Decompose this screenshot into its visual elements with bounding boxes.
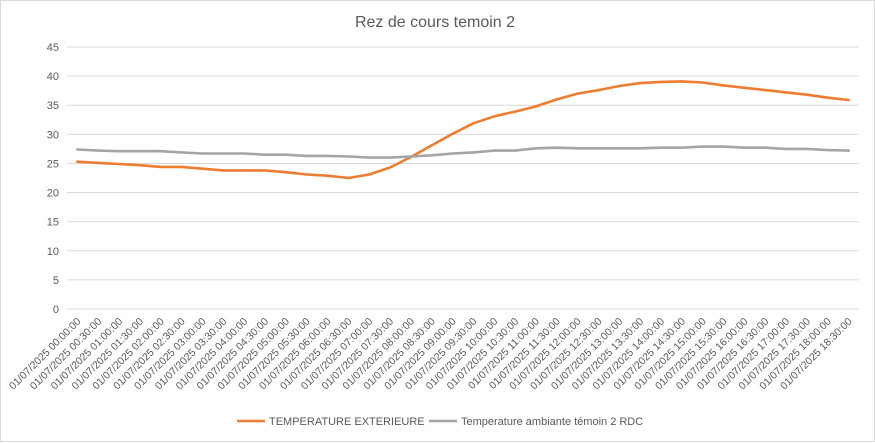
y-tick-label: 45 bbox=[47, 42, 59, 54]
data-point bbox=[159, 165, 162, 169]
data-point bbox=[138, 163, 142, 167]
data-point bbox=[263, 169, 267, 172]
data-point bbox=[805, 93, 809, 96]
data-point bbox=[368, 156, 371, 159]
data-point bbox=[722, 145, 725, 148]
data-point bbox=[326, 154, 329, 158]
data-point bbox=[472, 122, 475, 125]
data-point bbox=[743, 86, 746, 89]
data-point bbox=[159, 150, 162, 153]
series-line-1 bbox=[76, 80, 850, 180]
data-point bbox=[347, 155, 350, 158]
series-lines bbox=[76, 80, 850, 180]
y-tick-label: 0 bbox=[53, 304, 59, 316]
data-point bbox=[180, 165, 183, 169]
data-point bbox=[242, 169, 246, 172]
data-point bbox=[138, 150, 142, 153]
chart-title: Rez de cours temoin 2 bbox=[355, 14, 515, 31]
data-point bbox=[764, 146, 767, 149]
data-point bbox=[201, 167, 204, 170]
data-point bbox=[368, 173, 371, 176]
data-point bbox=[847, 149, 850, 152]
data-point bbox=[430, 154, 433, 157]
legend-label: TEMPERATURE EXTERIEURE bbox=[269, 416, 425, 428]
y-tick-label: 10 bbox=[47, 246, 59, 258]
data-point bbox=[618, 147, 621, 150]
data-point bbox=[222, 169, 225, 172]
data-point bbox=[701, 81, 704, 84]
data-point bbox=[451, 152, 454, 155]
data-point bbox=[284, 170, 288, 174]
data-point bbox=[305, 154, 308, 158]
data-point bbox=[97, 161, 100, 165]
data-point bbox=[659, 80, 663, 84]
data-point bbox=[451, 132, 454, 135]
data-point bbox=[242, 152, 246, 155]
data-point bbox=[722, 84, 725, 87]
y-axis-ticks: 0 5 10 15 20 25 30 35 40 45 bbox=[47, 42, 59, 316]
data-point bbox=[680, 80, 684, 83]
data-point bbox=[597, 147, 600, 150]
data-point bbox=[638, 81, 642, 85]
data-point bbox=[743, 146, 746, 149]
data-point bbox=[847, 98, 850, 102]
data-point bbox=[97, 149, 100, 152]
y-tick-label: 25 bbox=[47, 158, 59, 170]
data-point bbox=[284, 153, 288, 156]
data-point bbox=[117, 162, 121, 166]
data-point bbox=[347, 176, 350, 180]
series-line-2 bbox=[76, 145, 850, 159]
y-tick-label: 40 bbox=[47, 71, 59, 83]
data-point bbox=[680, 146, 684, 149]
data-point bbox=[701, 145, 704, 148]
data-point bbox=[263, 153, 267, 156]
data-point bbox=[180, 151, 183, 154]
data-point bbox=[493, 115, 496, 118]
data-point bbox=[659, 146, 663, 149]
data-point bbox=[222, 152, 225, 155]
data-point bbox=[597, 88, 600, 92]
data-point bbox=[555, 146, 558, 149]
data-point bbox=[764, 88, 767, 92]
data-point bbox=[430, 144, 433, 147]
data-point bbox=[805, 147, 809, 151]
data-point bbox=[117, 150, 121, 153]
data-point bbox=[76, 148, 79, 151]
legend: TEMPERATURE EXTERIEURE Temperature ambian… bbox=[237, 416, 643, 428]
data-point bbox=[576, 92, 579, 95]
data-point bbox=[409, 155, 413, 158]
data-point bbox=[493, 149, 496, 152]
legend-label: Temperature ambiante témoin 2 RDC bbox=[461, 416, 643, 428]
y-tick-label: 35 bbox=[47, 100, 59, 112]
data-point bbox=[576, 147, 579, 150]
data-point bbox=[472, 151, 475, 154]
y-tick-label: 30 bbox=[47, 129, 59, 141]
data-point bbox=[826, 96, 829, 99]
data-point bbox=[201, 152, 204, 155]
data-point bbox=[618, 84, 621, 88]
gridlines bbox=[67, 46, 859, 310]
data-point bbox=[555, 98, 558, 101]
data-point bbox=[513, 110, 517, 113]
data-point bbox=[513, 149, 517, 152]
y-tick-label: 20 bbox=[47, 188, 59, 200]
data-point bbox=[388, 156, 392, 159]
data-point bbox=[534, 105, 538, 108]
data-point bbox=[388, 166, 392, 169]
data-point bbox=[784, 147, 788, 151]
data-point bbox=[305, 173, 308, 176]
data-point bbox=[326, 174, 329, 177]
y-tick-label: 15 bbox=[47, 217, 59, 229]
data-point bbox=[534, 147, 538, 150]
data-point bbox=[638, 147, 642, 150]
data-point bbox=[76, 160, 79, 163]
data-point bbox=[784, 91, 788, 94]
data-point bbox=[826, 148, 829, 152]
y-tick-label: 5 bbox=[53, 275, 59, 287]
